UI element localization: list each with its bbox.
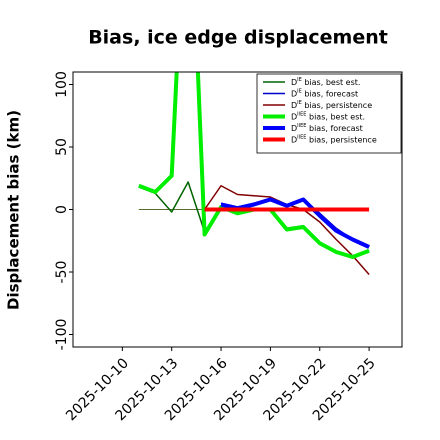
y-tick-label: -50 bbox=[54, 261, 70, 284]
y-tick-label: 100 bbox=[54, 71, 70, 98]
legend-label: DIIEE bias, best est. bbox=[291, 111, 365, 121]
legend-label: DIIEE bias, persistence bbox=[291, 134, 377, 144]
y-tick-label: -100 bbox=[54, 319, 70, 351]
y-axis-label: Displacement bias (km) bbox=[5, 110, 23, 310]
y-tick-label: 0 bbox=[54, 205, 70, 214]
legend-label: DIIEE bias, forecast bbox=[291, 123, 363, 133]
chart-title: Bias, ice edge displacement bbox=[88, 27, 388, 49]
series-line bbox=[138, 181, 370, 258]
series-line bbox=[220, 197, 370, 249]
legend-label: DIE bias, persistence bbox=[291, 100, 372, 110]
legend-label: DIE bias, forecast bbox=[291, 88, 358, 98]
legend-label: DIE bias, best est. bbox=[291, 77, 360, 87]
y-tick-label: 50 bbox=[54, 138, 70, 156]
plot-area bbox=[138, 72, 370, 275]
